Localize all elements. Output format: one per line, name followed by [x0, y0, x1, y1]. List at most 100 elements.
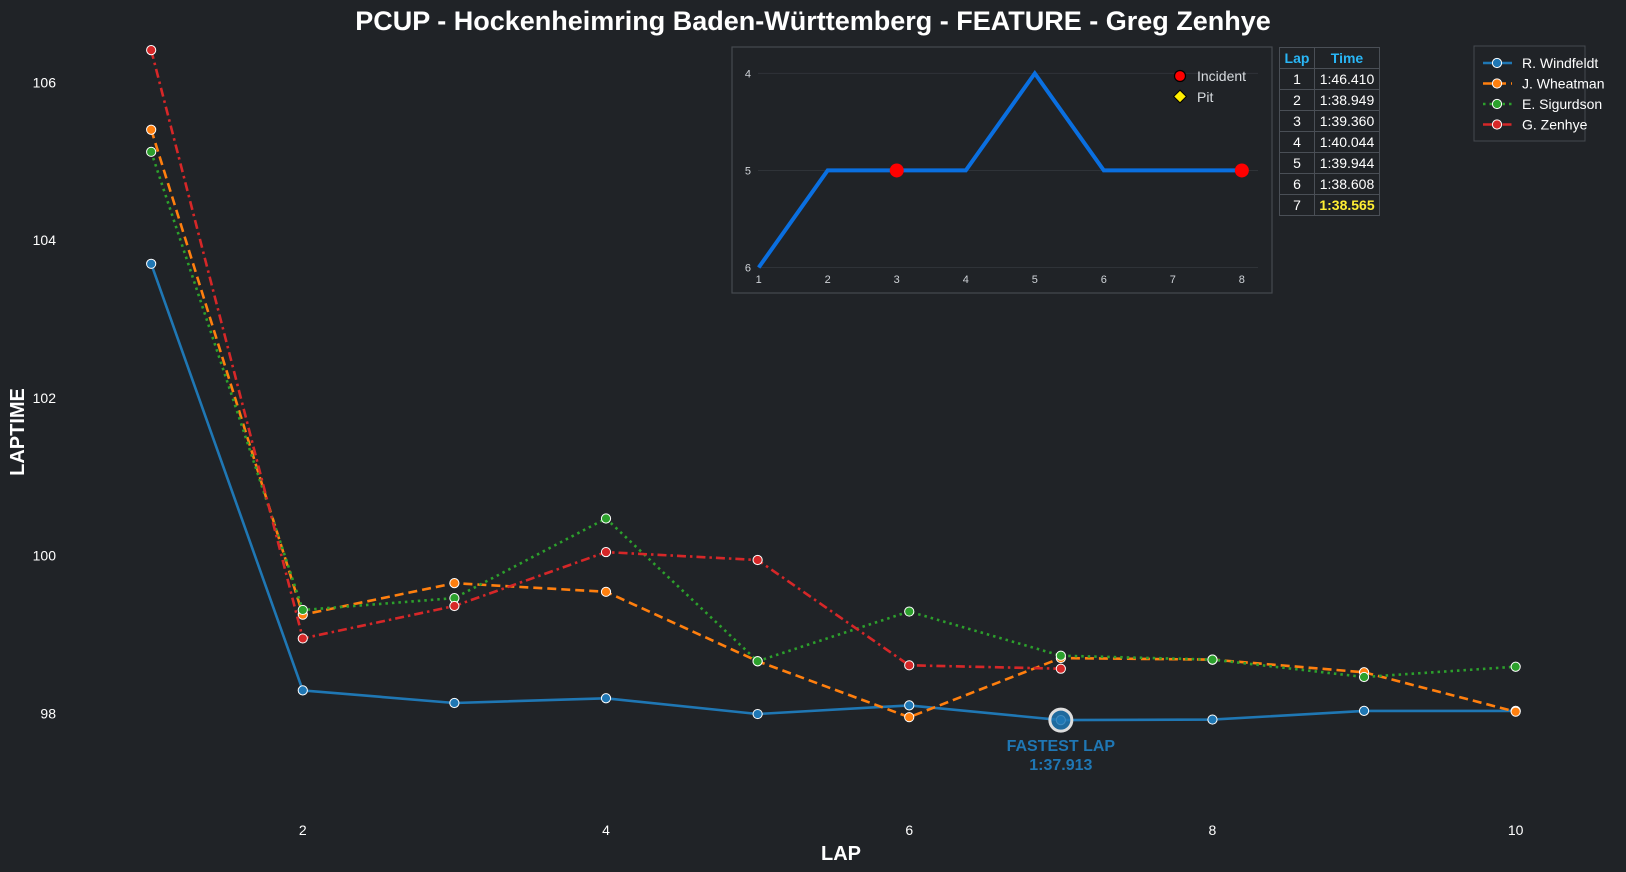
data-point	[1055, 650, 1066, 661]
table-row: 7 1:38.565	[1279, 194, 1380, 216]
legend-item: J. Wheatman	[1483, 76, 1604, 92]
inset-x-tick-label: 6	[1101, 274, 1107, 286]
pit-legend-label: Pit	[1197, 89, 1213, 105]
data-point	[146, 124, 157, 135]
series-g-zenhye	[146, 44, 1066, 674]
lap-number-cell: 7	[1279, 194, 1315, 216]
x-tick-label: 4	[602, 822, 610, 838]
data-point	[600, 693, 612, 704]
inset-series-line	[757, 69, 1242, 269]
series-lines	[146, 44, 1521, 726]
incident-legend-label: Incident	[1197, 68, 1246, 84]
inset-x-tick-label: 4	[963, 274, 969, 286]
inset-x-tick-label: 7	[1170, 274, 1176, 286]
lap-column-header: Lap	[1279, 47, 1315, 69]
x-tick-label: 10	[1508, 822, 1524, 838]
lap-number-cell: 2	[1279, 89, 1315, 111]
data-point	[146, 146, 157, 157]
inset-x-tick-label: 1	[756, 274, 762, 286]
data-point	[600, 546, 612, 558]
x-tick-label: 2	[299, 822, 307, 838]
y-axis-label: LAPTIME	[7, 388, 29, 476]
y-tick-labels: 98 100 102 104 106	[33, 74, 57, 721]
y-tick-label: 98	[40, 705, 56, 721]
lap-time-cell: 1:38.608	[1314, 173, 1380, 195]
inset-x-tick-label: 8	[1239, 274, 1245, 286]
inset-legend: Incident Pit	[1172, 68, 1246, 105]
inset-y-tick-label: 4	[745, 68, 751, 80]
lap-times-table: Lap Time 1 1:46.410 2 1:38.949 3 1:39.360 4 1:4…	[1279, 47, 1380, 216]
lap-number-cell: 6	[1279, 173, 1315, 195]
legend-label: R. Windfeldt	[1522, 55, 1598, 71]
incident-marker	[889, 163, 904, 178]
data-point	[904, 712, 915, 723]
lap-number-cell: 1	[1279, 68, 1315, 90]
lap-number-cell: 5	[1279, 152, 1315, 174]
y-tick-label: 104	[33, 232, 57, 248]
legend-item: E. Sigurdson	[1483, 96, 1602, 112]
data-point	[146, 44, 157, 56]
fastest-lap-marker	[1048, 707, 1074, 733]
table-row: 6 1:38.608	[1279, 173, 1380, 195]
data-point	[752, 554, 763, 566]
x-tick-label: 6	[905, 822, 913, 838]
legend-label: E. Sigurdson	[1522, 96, 1602, 112]
legend: R. Windfeldt J. Wheatman E. Sigurdson G. Ze…	[1483, 55, 1604, 133]
data-point	[297, 633, 308, 644]
data-point	[449, 600, 460, 612]
x-axis-label: LAP	[821, 843, 861, 865]
x-tick-labels: 2 4 6 8 10	[299, 822, 1524, 838]
inset-x-tick-label: 5	[1032, 274, 1038, 286]
lap-time-cell: 1:39.360	[1314, 110, 1380, 132]
fastest-lap-time: 1:37.913	[1029, 757, 1092, 774]
data-point	[1358, 671, 1370, 683]
legend-marker	[1491, 98, 1503, 110]
data-point	[1510, 706, 1521, 717]
y-tick-label: 106	[33, 74, 57, 90]
data-point	[297, 604, 308, 616]
data-point	[1207, 654, 1218, 665]
lap-number-cell: 4	[1279, 131, 1315, 153]
table-row: 5 1:39.944	[1279, 152, 1380, 174]
table-header-row: Lap Time	[1279, 47, 1380, 69]
chart-title: PCUP - Hockenheimring Baden-Württemberg …	[355, 6, 1271, 36]
fastest-lap-annotation: FASTEST LAP 1:37.913	[1007, 707, 1116, 774]
data-point	[752, 656, 763, 667]
data-point	[1055, 663, 1066, 674]
lap-time-cell: 1:38.949	[1314, 89, 1380, 111]
lap-time-cell: 1:38.565	[1314, 194, 1380, 216]
pit-legend-marker	[1172, 89, 1188, 104]
series-e-sigurdson	[146, 146, 1521, 683]
legend-item: R. Windfeldt	[1483, 55, 1598, 71]
incident-legend-marker	[1173, 69, 1187, 83]
data-point	[1358, 705, 1370, 716]
inset-x-tick-label: 3	[894, 274, 900, 286]
data-point	[904, 700, 915, 711]
y-tick-label: 102	[33, 390, 57, 406]
lap-time-cell: 1:46.410	[1314, 68, 1380, 90]
table-row: 3 1:39.360	[1279, 110, 1380, 132]
data-point	[904, 660, 915, 671]
inset-y-tick-label: 5	[745, 165, 751, 177]
lap-time-cell: 1:39.944	[1314, 152, 1380, 174]
lap-time-cell: 1:40.044	[1314, 131, 1380, 153]
series-line	[149, 151, 1516, 679]
legend-label: G. Zenhye	[1522, 117, 1588, 133]
data-point	[449, 578, 460, 589]
incident-marker	[1234, 163, 1249, 178]
data-point	[1510, 661, 1521, 672]
table-row: 2 1:38.949	[1279, 89, 1380, 111]
legend-marker	[1491, 119, 1503, 130]
data-point	[449, 697, 460, 709]
inset-y-tick-label: 6	[745, 263, 751, 275]
lap-number-cell: 3	[1279, 110, 1315, 132]
legend-marker	[1491, 78, 1503, 89]
lap-table-body: 1 1:46.410 2 1:38.949 3 1:39.360 4 1:40.044 5 1:3…	[1279, 68, 1380, 216]
legend-item: G. Zenhye	[1483, 117, 1588, 133]
fastest-lap-label: FASTEST LAP	[1007, 738, 1116, 755]
data-point	[904, 606, 915, 617]
data-point	[752, 708, 763, 720]
inset-x-tick-label: 2	[825, 274, 831, 286]
table-row: 4 1:40.044	[1279, 131, 1380, 153]
